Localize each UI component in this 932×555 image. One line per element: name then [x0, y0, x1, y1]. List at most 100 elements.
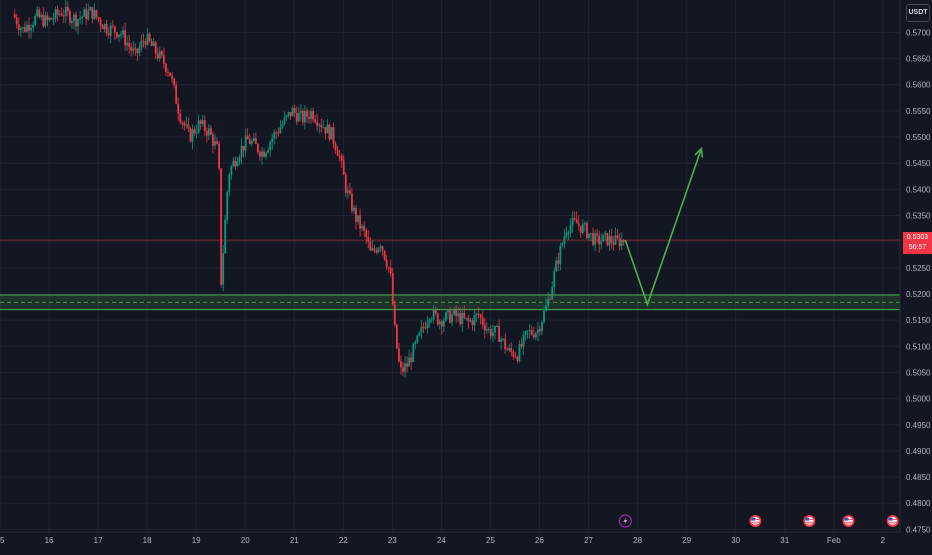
- candle-body: [461, 312, 464, 325]
- candle-body: [408, 357, 411, 367]
- candle-body: [326, 124, 329, 134]
- candle-body: [242, 145, 245, 151]
- x-tick-label: 16: [45, 536, 54, 545]
- candle-body: [85, 9, 88, 20]
- candle-body: [15, 17, 18, 25]
- candle-body: [420, 326, 423, 333]
- candle-body: [252, 138, 255, 142]
- lightning-icon[interactable]: [618, 514, 632, 528]
- candle-body: [316, 121, 319, 126]
- candle-body: [602, 234, 605, 242]
- us-flag-icon[interactable]: [749, 515, 762, 527]
- us-flag-icon[interactable]: [886, 515, 899, 527]
- candle-body: [567, 232, 570, 234]
- us-flag-icon[interactable]: [842, 515, 855, 527]
- candle-body: [553, 271, 556, 288]
- y-tick-label: 0.4750: [906, 525, 931, 534]
- event-markers[interactable]: [618, 514, 899, 528]
- candle-body: [36, 9, 39, 17]
- y-axis[interactable]: 0.5700 0.5650 0.5600 0.5550 0.5500 0.5450 0.54…: [906, 28, 931, 534]
- x-tick-label: 19: [192, 536, 201, 545]
- y-tick-label: 0.5100: [906, 342, 931, 351]
- candle-body: [451, 314, 453, 323]
- us-flag-icon-canton: [751, 517, 756, 521]
- candle-body: [158, 51, 161, 59]
- candle-body: [73, 14, 75, 22]
- x-axis[interactable]: 15 16 17 18 19 20 21 22 23 24 25 26 27 28 29 30 31 Feb 2: [0, 536, 886, 545]
- candle-body: [489, 328, 492, 337]
- candle-body: [504, 338, 507, 350]
- candle-body: [169, 72, 171, 76]
- candle-body: [588, 233, 590, 238]
- candle-body: [518, 343, 521, 361]
- candle-body: [240, 145, 243, 158]
- y-tick-label: 0.5000: [906, 395, 931, 404]
- x-tick-label: 22: [339, 536, 348, 545]
- candle-body: [216, 141, 218, 144]
- x-tick-label: 27: [584, 536, 593, 545]
- candle-body: [583, 223, 586, 225]
- candle-body: [353, 207, 355, 211]
- candle-body: [557, 260, 560, 264]
- candle-body: [275, 132, 278, 134]
- candle-body: [612, 242, 615, 245]
- candle-body: [442, 320, 445, 327]
- candle-body: [402, 367, 404, 372]
- candle-body: [375, 250, 378, 253]
- candle-body: [479, 314, 482, 318]
- x-tick-label: 15: [0, 536, 5, 545]
- candle-body: [115, 32, 118, 38]
- candle-body: [107, 33, 110, 36]
- candle-body: [524, 331, 527, 335]
- candle-body: [50, 17, 53, 20]
- us-flag-icon[interactable]: [803, 515, 816, 527]
- candle-body: [308, 116, 310, 119]
- candle-body: [232, 160, 235, 167]
- candle-body: [436, 313, 439, 325]
- candle-body: [124, 30, 126, 46]
- candle-body: [514, 356, 517, 358]
- x-tick-label: Feb: [827, 536, 841, 545]
- candle-body: [60, 13, 63, 16]
- candle-body: [44, 15, 47, 27]
- candle-body: [434, 309, 437, 314]
- candle-body: [581, 224, 584, 233]
- candle-body: [526, 330, 529, 332]
- candle-body: [250, 141, 253, 144]
- candle-body: [187, 124, 190, 129]
- candle-body: [289, 112, 292, 117]
- candle-body: [449, 310, 451, 323]
- candle-body: [271, 138, 274, 143]
- candle-body: [492, 332, 494, 337]
- candle-body: [75, 14, 77, 27]
- candle-body: [310, 111, 312, 119]
- y-tick-label: 0.5350: [906, 212, 931, 221]
- candle-body: [83, 9, 86, 17]
- candle-body: [265, 152, 267, 157]
- candle-body: [534, 333, 537, 338]
- candle-body: [334, 143, 337, 151]
- candle-body: [291, 107, 294, 117]
- candle-body: [412, 344, 415, 362]
- candle-body: [140, 40, 143, 48]
- candle-body: [577, 223, 580, 226]
- us-flag-icon-canton: [805, 517, 810, 521]
- candle-body: [594, 233, 596, 245]
- candle-body: [355, 207, 357, 222]
- candle-body: [301, 110, 304, 123]
- candle-body: [218, 143, 220, 169]
- y-tick-label: 0.5600: [906, 81, 931, 90]
- x-tick-label: 2: [881, 536, 886, 545]
- candle-body: [573, 218, 576, 220]
- candle-body: [138, 47, 141, 54]
- candle-body: [365, 230, 368, 238]
- candle-body: [367, 237, 370, 242]
- candle-body: [410, 357, 413, 362]
- candle-body: [406, 363, 408, 367]
- y-tick-label: 0.5500: [906, 133, 931, 142]
- candle-body: [130, 46, 133, 51]
- currency-badge[interactable]: USDT: [906, 4, 930, 22]
- candle-body: [304, 110, 306, 123]
